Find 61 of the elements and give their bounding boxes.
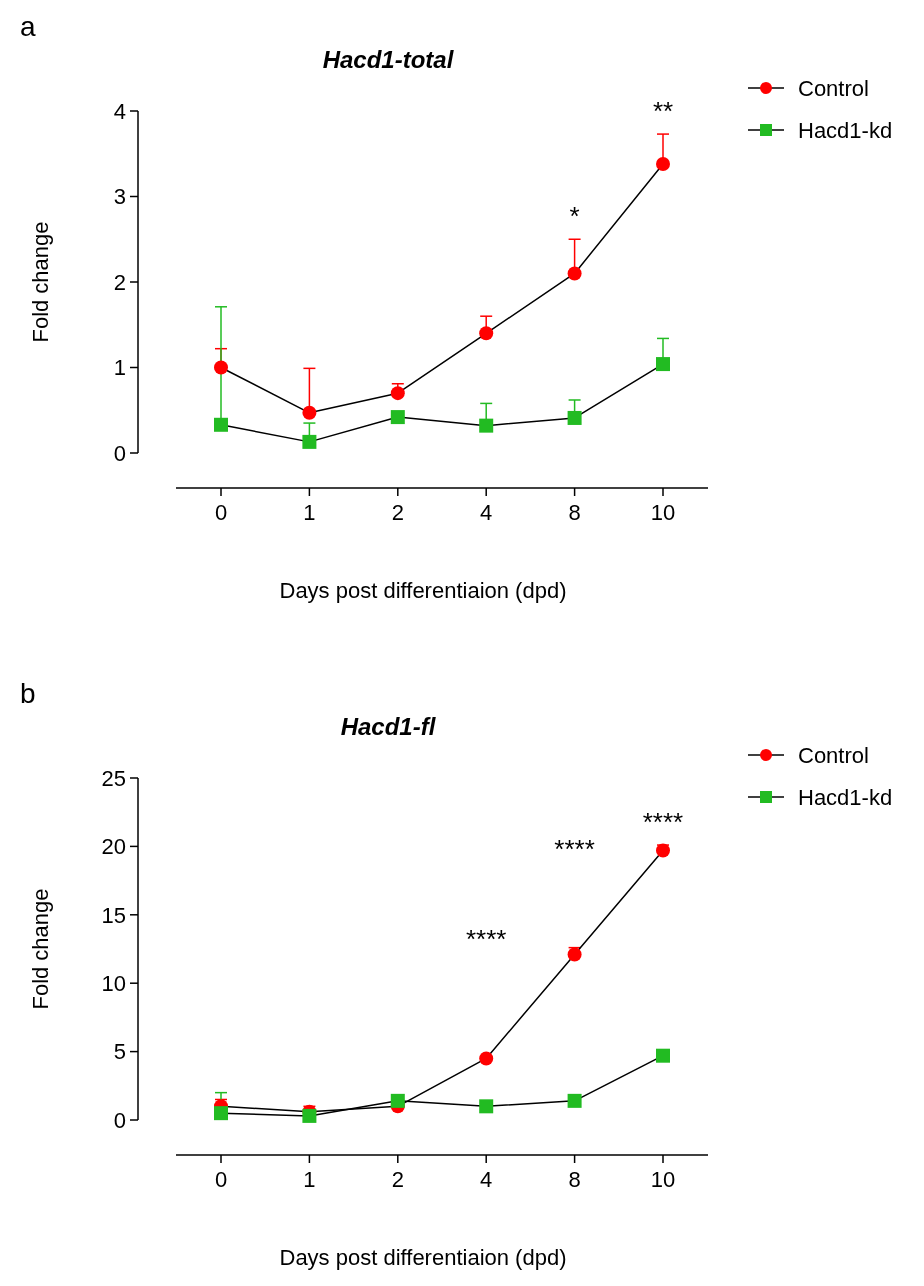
chart-title: Hacd1-fl (340, 713, 437, 740)
y-tick-label: 3 (113, 184, 126, 210)
annotation: **** (465, 924, 507, 955)
y-tick-label: 2 (113, 269, 126, 295)
point (390, 1093, 405, 1108)
y-tick-label: 0 (113, 440, 126, 466)
y-axis-title: Fold change (28, 888, 53, 1010)
text: b (20, 678, 36, 709)
point (302, 434, 317, 449)
x-tick-label: 2 (391, 1167, 404, 1192)
y-tick-label: 1 (113, 355, 126, 381)
point (656, 843, 670, 858)
legend-label: Control (798, 75, 869, 101)
x-tick-label: 2 (391, 500, 404, 525)
x-axis-title: Days post differentiaion (dpd) (279, 1245, 567, 1270)
x-tick-label: 0 (214, 500, 228, 525)
y-axis-title: Fold change (28, 221, 53, 343)
y-tick-label: 10 (101, 970, 126, 996)
point (567, 1093, 582, 1108)
y-tick-label: 5 (113, 1039, 126, 1065)
y-tick-label: 20 (101, 834, 126, 860)
point (302, 405, 317, 420)
x-axis-title: Days post differentiaion (dpd) (279, 578, 567, 603)
x-tick-label: 0 (214, 1167, 228, 1192)
point (479, 1099, 494, 1114)
x-tick-label: 1 (303, 1167, 316, 1192)
point (302, 1108, 317, 1123)
annotation: **** (642, 807, 684, 838)
point (656, 1048, 670, 1063)
y-tick-label: 0 (113, 1107, 126, 1133)
point (567, 947, 582, 962)
x-tick-label: 8 (568, 500, 581, 525)
y-tick-label: 15 (101, 902, 126, 928)
point (390, 386, 405, 401)
point (567, 266, 582, 281)
x-tick-label: 10 (650, 1167, 676, 1192)
point (479, 418, 494, 433)
point (479, 1051, 494, 1066)
annotation: ** (652, 96, 674, 127)
point (214, 360, 228, 375)
point (214, 417, 228, 432)
x-tick-label: 1 (303, 500, 316, 525)
point (656, 157, 670, 172)
point (656, 357, 670, 372)
x-tick-label: 4 (480, 500, 493, 525)
point (214, 1106, 228, 1121)
legend-label: Hacd1-kd (798, 784, 893, 810)
x-tick-label: 8 (568, 1167, 581, 1192)
text: a (20, 11, 36, 42)
point (390, 410, 405, 425)
x-tick-label: 4 (480, 1167, 493, 1192)
point (567, 410, 582, 425)
annotation: * (569, 201, 580, 232)
legend-label: Control (798, 742, 869, 768)
annotation: **** (554, 833, 595, 864)
y-tick-label: 25 (101, 765, 126, 791)
legend-label: Hacd1-kd (798, 117, 893, 143)
y-tick-label: 4 (113, 98, 126, 124)
x-tick-label: 10 (650, 500, 676, 525)
point (479, 326, 494, 341)
chart-title: Hacd1-total (322, 46, 455, 73)
